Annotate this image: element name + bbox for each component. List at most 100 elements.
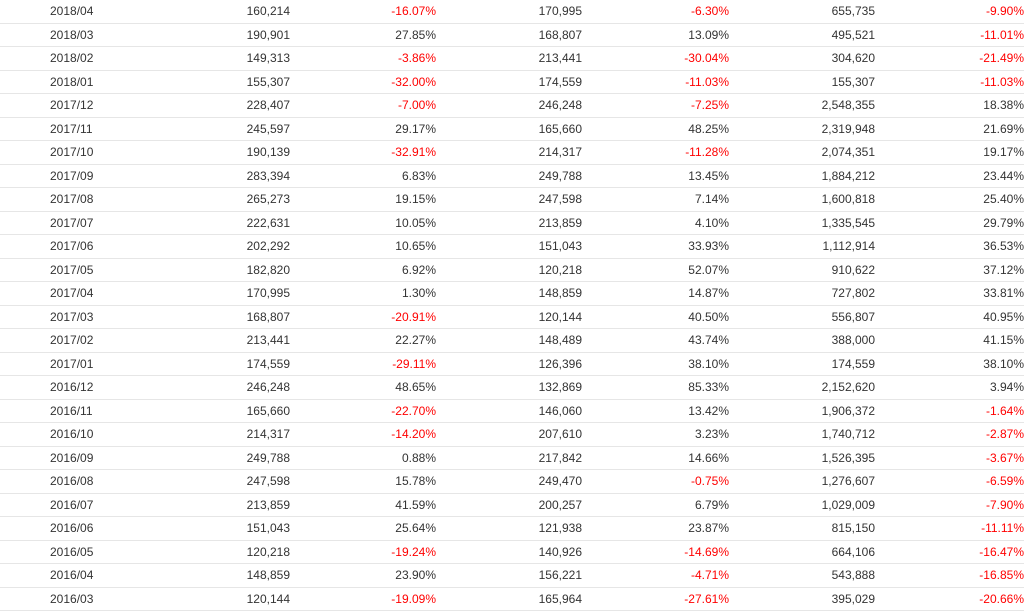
change-a-cell: -19.24%: [290, 540, 436, 564]
change-b-cell: 48.25%: [582, 117, 729, 141]
cumulative-cell: 815,150: [729, 516, 875, 541]
cumulative-cell: 174,559: [729, 352, 875, 376]
value-a-cell: 170,995: [100, 281, 290, 306]
change-b-cell: 13.45%: [582, 164, 729, 188]
cumulative-change-cell: -21.49%: [875, 46, 1024, 71]
value-a-cell: 247,598: [100, 469, 290, 494]
change-b-cell: 6.79%: [582, 493, 729, 517]
month-cell: 2017/09: [0, 164, 100, 188]
cumulative-change-cell: -3.67%: [875, 446, 1024, 470]
cumulative-change-cell: -11.11%: [875, 516, 1024, 541]
value-b-cell: 207,610: [436, 422, 582, 447]
cumulative-cell: 2,319,948: [729, 117, 875, 141]
table-row: 2016/06 151,043 25.64% 121,938 23.87% 815,150…: [0, 516, 1024, 541]
cumulative-change-cell: -2.87%: [875, 422, 1024, 447]
value-b-cell: 146,060: [436, 399, 582, 423]
table-row: 2017/02 213,441 22.27% 148,489 43.74% 388,000…: [0, 328, 1024, 353]
cumulative-change-cell: 25.40%: [875, 187, 1024, 212]
cumulative-change-cell: 21.69%: [875, 117, 1024, 141]
change-a-cell: 6.83%: [290, 164, 436, 188]
month-cell: 2017/10: [0, 140, 100, 165]
value-b-cell: 121,938: [436, 516, 582, 541]
value-a-cell: 168,807: [100, 305, 290, 329]
change-a-cell: -7.00%: [290, 93, 436, 118]
change-b-cell: 38.10%: [582, 352, 729, 376]
change-a-cell: 22.27%: [290, 328, 436, 353]
value-b-cell: 151,043: [436, 234, 582, 259]
value-a-cell: 228,407: [100, 93, 290, 118]
value-a-cell: 214,317: [100, 422, 290, 447]
value-b-cell: 213,859: [436, 211, 582, 235]
table-row: 2018/03 190,901 27.85% 168,807 13.09% 495,521…: [0, 23, 1024, 47]
cumulative-cell: 495,521: [729, 23, 875, 47]
value-a-cell: 213,859: [100, 493, 290, 517]
table-row: 2017/11 245,597 29.17% 165,660 48.25% 2,319,9…: [0, 117, 1024, 141]
month-cell: 2017/02: [0, 328, 100, 353]
value-a-cell: 249,788: [100, 446, 290, 470]
table-row: 2016/07 213,859 41.59% 200,257 6.79% 1,029,00…: [0, 493, 1024, 517]
change-b-cell: 13.09%: [582, 23, 729, 47]
month-cell: 2018/03: [0, 23, 100, 47]
change-a-cell: -32.00%: [290, 70, 436, 94]
month-cell: 2016/10: [0, 422, 100, 447]
value-b-cell: 148,489: [436, 328, 582, 353]
month-cell: 2018/02: [0, 46, 100, 71]
change-a-cell: -16.07%: [290, 0, 436, 24]
cumulative-change-cell: -20.66%: [875, 587, 1024, 611]
change-a-cell: 25.64%: [290, 516, 436, 541]
table-row: 2017/08 265,273 19.15% 247,598 7.14% 1,600,81…: [0, 187, 1024, 212]
change-a-cell: -22.70%: [290, 399, 436, 423]
cumulative-cell: 727,802: [729, 281, 875, 306]
table-row: 2017/07 222,631 10.05% 213,859 4.10% 1,335,54…: [0, 211, 1024, 235]
table-row: 2016/11 165,660 -22.70% 146,060 13.42% 1,906,…: [0, 399, 1024, 423]
month-cell: 2017/05: [0, 258, 100, 282]
cumulative-change-cell: 37.12%: [875, 258, 1024, 282]
change-a-cell: -20.91%: [290, 305, 436, 329]
value-a-cell: 148,859: [100, 563, 290, 588]
month-cell: 2016/03: [0, 587, 100, 611]
cumulative-cell: 655,735: [729, 0, 875, 24]
change-b-cell: 23.87%: [582, 516, 729, 541]
table-row: 2016/12 246,248 48.65% 132,869 85.33% 2,152,6…: [0, 375, 1024, 400]
value-a-cell: 160,214: [100, 0, 290, 24]
cumulative-cell: 1,906,372: [729, 399, 875, 423]
value-a-cell: 120,218: [100, 540, 290, 564]
change-a-cell: -3.86%: [290, 46, 436, 71]
change-a-cell: -32.91%: [290, 140, 436, 165]
month-cell: 2016/12: [0, 375, 100, 400]
month-cell: 2016/09: [0, 446, 100, 470]
value-b-cell: 148,859: [436, 281, 582, 306]
value-b-cell: 120,144: [436, 305, 582, 329]
cumulative-cell: 395,029: [729, 587, 875, 611]
value-b-cell: 213,441: [436, 46, 582, 71]
table-row: 2017/03 168,807 -20.91% 120,144 40.50% 556,80…: [0, 305, 1024, 329]
cumulative-cell: 388,000: [729, 328, 875, 353]
month-cell: 2016/05: [0, 540, 100, 564]
change-b-cell: -7.25%: [582, 93, 729, 118]
value-b-cell: 165,660: [436, 117, 582, 141]
value-b-cell: 217,842: [436, 446, 582, 470]
month-cell: 2016/07: [0, 493, 100, 517]
change-a-cell: -29.11%: [290, 352, 436, 376]
value-b-cell: 174,559: [436, 70, 582, 94]
cumulative-change-cell: -16.47%: [875, 540, 1024, 564]
table-row: 2017/12 228,407 -7.00% 246,248 -7.25% 2,548,3…: [0, 93, 1024, 118]
value-a-cell: 213,441: [100, 328, 290, 353]
value-b-cell: 120,218: [436, 258, 582, 282]
change-b-cell: -6.30%: [582, 0, 729, 24]
cumulative-change-cell: 19.17%: [875, 140, 1024, 165]
change-a-cell: 1.30%: [290, 281, 436, 306]
table-row: 2016/04 148,859 23.90% 156,221 -4.71% 543,888…: [0, 563, 1024, 588]
value-b-cell: 249,788: [436, 164, 582, 188]
change-a-cell: 19.15%: [290, 187, 436, 212]
month-cell: 2017/01: [0, 352, 100, 376]
value-a-cell: 182,820: [100, 258, 290, 282]
change-a-cell: 29.17%: [290, 117, 436, 141]
cumulative-change-cell: 38.10%: [875, 352, 1024, 376]
change-b-cell: -14.69%: [582, 540, 729, 564]
change-a-cell: 23.90%: [290, 563, 436, 588]
cumulative-cell: 2,074,351: [729, 140, 875, 165]
value-a-cell: 283,394: [100, 164, 290, 188]
value-a-cell: 149,313: [100, 46, 290, 71]
month-cell: 2017/08: [0, 187, 100, 212]
